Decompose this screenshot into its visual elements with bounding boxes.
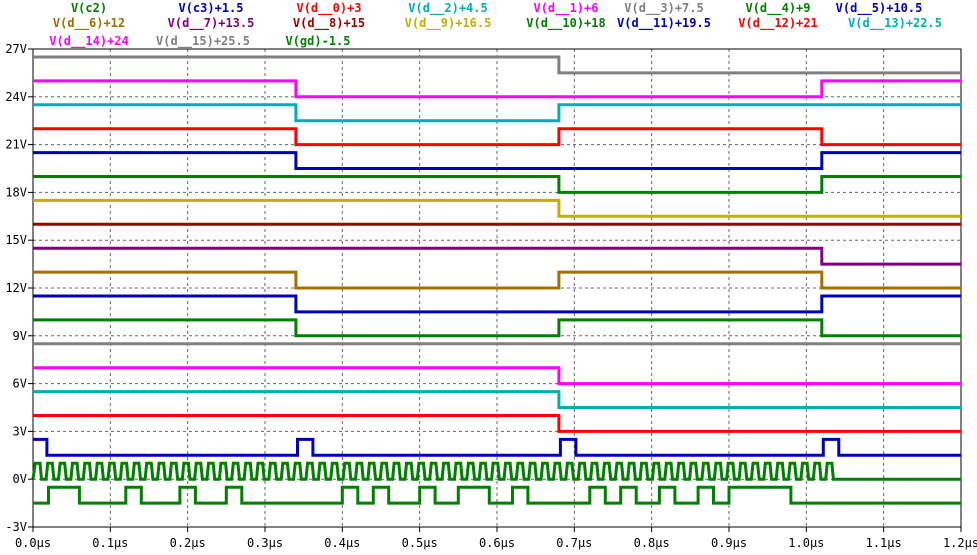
legend-entry-12[interactable]: V(d__10)+18	[526, 16, 605, 31]
y-tick-label-1: 0V	[13, 472, 27, 486]
trace-2	[33, 414, 961, 433]
x-tick-label-5: 0.5µs	[402, 536, 438, 550]
trace-17	[33, 55, 961, 75]
trace-6	[33, 318, 961, 338]
x-tick-label-12: 1.2µs	[943, 536, 977, 550]
trace-4	[33, 366, 961, 386]
x-tick-label-1: 0.1µs	[92, 536, 128, 550]
legend-entry-3[interactable]: V(d__2)+4.5	[408, 1, 487, 16]
trace-14	[33, 127, 961, 147]
legend-entry-13[interactable]: V(d__11)+19.5	[617, 16, 711, 31]
y-tick-label-0: -3V	[5, 520, 27, 534]
y-tick-label-10: 27V	[5, 42, 27, 56]
x-tick-label-3: 0.3µs	[247, 536, 283, 550]
legend-entry-11[interactable]: V(d__9)+16.5	[405, 16, 492, 31]
axis-ticks: 0.0µs 0.1µs 0.2µs 0.3µs 0.4µs 0.5µs 0.6µs 0.7µs…	[5, 42, 977, 550]
trace-3	[33, 390, 961, 409]
trace-7	[33, 294, 961, 314]
y-tick-label-5: 12V	[5, 281, 27, 295]
legend-entry-8[interactable]: V(d__6)+12	[53, 16, 125, 31]
legend-entry-5[interactable]: V(d__3)+7.5	[624, 1, 703, 16]
x-tick-label-8: 0.8µs	[634, 536, 670, 550]
x-tick-label-4: 0.4µs	[324, 536, 360, 550]
legend-entry-14[interactable]: V(d__12)+21	[738, 16, 817, 31]
y-tick-label-3: 6V	[13, 377, 27, 391]
y-tick-label-9: 24V	[5, 90, 27, 104]
legend-entry-7[interactable]: V(d__5)+10.5	[836, 1, 923, 16]
legend[interactable]: V(c2) V(c3)+1.5 V(d__0)+3 V(d__2)+4.5 V(d__1…	[49, 1, 942, 49]
legend-entry-16[interactable]: V(d__14)+24	[49, 34, 128, 49]
trace-9	[33, 246, 961, 266]
y-tick-label-4: 9V	[13, 329, 27, 343]
legend-entry-15[interactable]: V(d__13)+22.5	[848, 16, 942, 31]
legend-entry-18[interactable]: V(gd)-1.5	[285, 34, 350, 48]
trace-1	[33, 437, 961, 457]
legend-entry-0[interactable]: V(c2)	[71, 1, 107, 15]
legend-entry-4[interactable]: V(d__1)+6	[533, 1, 598, 16]
trace-8	[33, 270, 961, 290]
legend-entry-9[interactable]: V(d__7)+13.5	[168, 16, 255, 31]
legend-entry-1[interactable]: V(c3)+1.5	[178, 1, 243, 15]
x-tick-label-9: 0.9µs	[711, 536, 747, 550]
x-tick-label-10: 1.0µs	[788, 536, 824, 550]
y-tick-label-8: 21V	[5, 138, 27, 152]
legend-entry-10[interactable]: V(d__8)+15	[293, 16, 365, 31]
x-tick-label-11: 1.1µs	[866, 536, 902, 550]
trace-13	[33, 151, 961, 170]
x-tick-label-7: 0.7µs	[556, 536, 592, 550]
trace-group	[31, 55, 961, 505]
x-tick-label-6: 0.6µs	[479, 536, 515, 550]
legend-entry-6[interactable]: V(d__4)+9	[745, 1, 810, 16]
trace-16	[33, 79, 961, 99]
x-tick-label-2: 0.2µs	[170, 536, 206, 550]
legend-entry-17[interactable]: V(d__15)+25.5	[156, 34, 250, 49]
y-tick-label-6: 15V	[5, 233, 27, 247]
trace-18	[33, 485, 961, 505]
y-tick-label-7: 18V	[5, 185, 27, 199]
legend-entry-2[interactable]: V(d__0)+3	[296, 1, 361, 16]
trace-11	[33, 198, 961, 218]
trace-0	[31, 461, 961, 481]
y-tick-label-2: 3V	[13, 424, 27, 438]
trace-15	[33, 103, 961, 123]
x-tick-label-0: 0.0µs	[15, 536, 51, 550]
trace-12	[33, 175, 961, 194]
